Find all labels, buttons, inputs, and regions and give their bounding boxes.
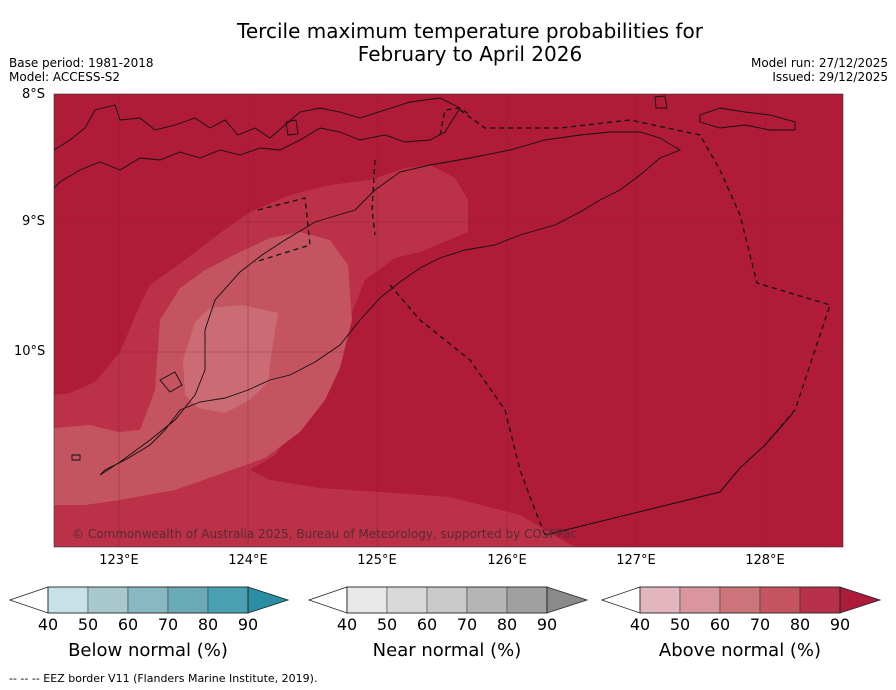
above-colorbar-title: Above normal (%) xyxy=(658,640,822,661)
above-colorbar-tick: 50 xyxy=(669,615,691,634)
near-colorbar-tick: 80 xyxy=(496,615,518,634)
near-colorbar-tick: 70 xyxy=(456,615,478,634)
below-colorbar-tick: 50 xyxy=(77,615,99,634)
below-colorbar-segment xyxy=(207,586,249,614)
near-colorbar-tick: 60 xyxy=(416,615,438,634)
region-above-60 xyxy=(183,305,278,413)
below-colorbar-segment xyxy=(167,586,209,614)
footer-note: -- -- -- EEZ border V11 (Flanders Marine… xyxy=(9,672,318,685)
below-colorbar-tick: 70 xyxy=(157,615,179,634)
above-colorbar-segment xyxy=(719,586,761,614)
below-colorbar-tick: 90 xyxy=(237,615,259,634)
below-colorbar-segment xyxy=(87,586,129,614)
below-colorbar-segment xyxy=(47,586,89,614)
lat-label-8s: 8°S xyxy=(22,87,46,102)
near-colorbar-segment xyxy=(386,586,428,614)
title-line-2: February to April 2026 xyxy=(357,42,583,66)
near-colorbar-left-arrow xyxy=(307,586,348,614)
issued-date: Issued: 29/12/2025 xyxy=(772,70,888,84)
lon-label-127e: 127°E xyxy=(616,553,656,568)
below-colorbar-tick: 40 xyxy=(37,615,59,634)
above-colorbar-segment xyxy=(759,586,801,614)
lon-label-128e: 128°E xyxy=(745,553,785,568)
near-colorbar-segment xyxy=(506,586,548,614)
above-colorbar-segment xyxy=(799,586,841,614)
near-colorbar-segment xyxy=(426,586,468,614)
coastlines xyxy=(54,95,796,476)
above-colorbar-right-arrow xyxy=(839,586,882,614)
above-colorbar-frame xyxy=(639,586,841,614)
near-colorbar-segment xyxy=(346,586,388,614)
above-colorbar-segment xyxy=(639,586,681,614)
near-colorbar-frame xyxy=(346,586,548,614)
lon-label-123e: 123°E xyxy=(99,553,139,568)
below-colorbar-title: Below normal (%) xyxy=(68,640,228,661)
map-frame xyxy=(53,93,844,548)
lon-label-125e: 125°E xyxy=(357,553,397,568)
eez-border xyxy=(254,107,831,536)
below-colorbar-right-arrow xyxy=(247,586,290,614)
near-colorbar-tick: 90 xyxy=(536,615,558,634)
near-colorbar-tick: 50 xyxy=(376,615,398,634)
near-colorbar-segment xyxy=(466,586,508,614)
model-name: Model: ACCESS-S2 xyxy=(9,70,121,84)
lon-label-124e: 124°E xyxy=(228,553,268,568)
model-run: Model run: 27/12/2025 xyxy=(750,56,888,70)
above-colorbar-tick: 60 xyxy=(709,615,731,634)
lat-label-9s: 9°S xyxy=(22,214,46,229)
below-colorbar-left-arrow xyxy=(8,586,49,614)
title-line-1: Tercile maximum temperature probabilitie… xyxy=(237,19,703,43)
above-colorbar-tick: 80 xyxy=(789,615,811,634)
below-colorbar-segment xyxy=(127,586,169,614)
near-colorbar-title: Near normal (%) xyxy=(372,640,522,661)
copyright-notice: © Commonwealth of Australia 2025, Bureau… xyxy=(72,527,578,541)
above-colorbar-segment xyxy=(679,586,721,614)
lat-label-10s: 10°S xyxy=(14,344,46,359)
below-colorbar-frame xyxy=(47,586,249,614)
graticule xyxy=(54,94,843,547)
near-colorbar-right-arrow xyxy=(546,586,589,614)
meta-left: Base period: 1981-2018 Model: ACCESS-S2 xyxy=(9,56,154,84)
above-colorbar-tick: 40 xyxy=(629,615,651,634)
chart-title: Tercile maximum temperature probabilitie… xyxy=(160,20,780,66)
above-colorbar-left-arrow xyxy=(600,586,641,614)
below-colorbar-tick: 60 xyxy=(117,615,139,634)
base-period: Base period: 1981-2018 xyxy=(9,56,154,70)
near-colorbar-tick: 40 xyxy=(336,615,358,634)
colorbars xyxy=(8,586,882,614)
land-border-line xyxy=(544,412,794,536)
lon-label-126e: 126°E xyxy=(487,553,527,568)
below-colorbar-tick: 80 xyxy=(197,615,219,634)
above-colorbar-tick: 90 xyxy=(829,615,851,634)
meta-right: Model run: 27/12/2025 Issued: 29/12/2025 xyxy=(751,56,888,84)
above-colorbar-tick: 70 xyxy=(749,615,771,634)
